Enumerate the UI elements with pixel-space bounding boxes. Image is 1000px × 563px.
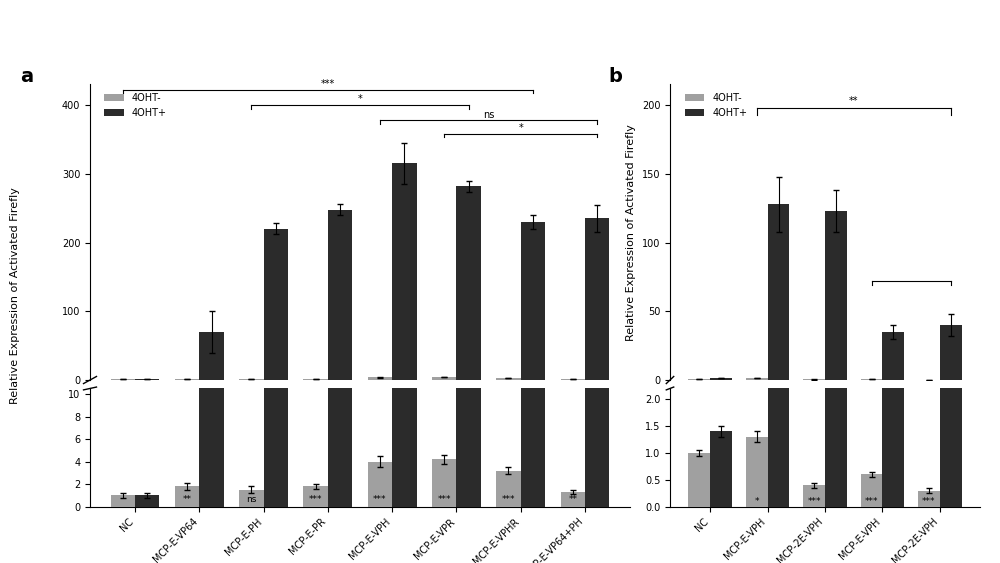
Bar [328, 0, 352, 507]
Text: ***: *** [321, 79, 335, 90]
Bar [918, 490, 940, 507]
Bar [825, 211, 847, 380]
Bar [746, 437, 768, 507]
Bar [496, 471, 521, 507]
Bar [496, 378, 521, 380]
Text: ***: *** [309, 495, 322, 504]
Text: ***: *** [865, 497, 878, 506]
Bar [688, 453, 710, 507]
Bar [303, 379, 328, 380]
Bar [561, 379, 585, 380]
Bar [768, 0, 789, 507]
Text: **: ** [568, 495, 577, 504]
Legend: 4OHT-, 4OHT+: 4OHT-, 4OHT+ [681, 90, 751, 122]
Text: ***: *** [437, 495, 451, 504]
Text: ***: *** [502, 495, 515, 504]
Bar [175, 379, 199, 380]
Bar [710, 431, 732, 507]
Bar [111, 379, 135, 380]
Text: *: * [518, 123, 523, 133]
Bar [303, 486, 328, 507]
Text: *: * [754, 497, 759, 506]
Bar [585, 0, 609, 507]
Bar [825, 0, 847, 507]
Bar [368, 377, 392, 380]
Bar [861, 475, 882, 507]
Bar [264, 229, 288, 380]
Text: a: a [20, 66, 33, 86]
Text: *: * [358, 95, 362, 104]
Bar [432, 459, 456, 507]
Text: ns: ns [246, 495, 257, 504]
Bar [456, 186, 481, 380]
Legend: 4OHT-, 4OHT+: 4OHT-, 4OHT+ [100, 90, 170, 122]
Bar [456, 0, 481, 507]
Bar [432, 377, 456, 380]
Bar [328, 209, 352, 380]
Bar [803, 485, 825, 507]
Bar [882, 0, 904, 507]
Bar [521, 222, 545, 380]
Text: ***: *** [807, 497, 821, 506]
Text: **: ** [849, 96, 858, 106]
Text: ***: *** [922, 497, 936, 506]
Text: ***: *** [373, 495, 387, 504]
Text: b: b [608, 66, 622, 86]
Bar [521, 0, 545, 507]
Bar [135, 495, 159, 507]
Bar [392, 0, 417, 507]
Bar [392, 163, 417, 380]
Bar [940, 0, 962, 507]
Bar [768, 204, 789, 380]
Bar [239, 490, 264, 507]
Bar [368, 462, 392, 507]
Bar [861, 379, 882, 380]
Bar [585, 218, 609, 380]
Bar [710, 378, 732, 380]
Bar [111, 495, 135, 507]
Bar [264, 0, 288, 507]
Text: Relative Expression of Activated Firefly: Relative Expression of Activated Firefly [10, 187, 20, 404]
Bar [239, 379, 264, 380]
Bar [199, 332, 224, 380]
Bar [561, 492, 585, 507]
Bar [199, 0, 224, 507]
Bar [746, 378, 768, 380]
Bar [688, 379, 710, 380]
Bar [175, 486, 199, 507]
Text: ns: ns [483, 110, 494, 119]
Bar [135, 379, 159, 380]
Text: **: ** [183, 495, 192, 504]
Bar [882, 332, 904, 380]
Y-axis label: Relative Expression of Activated Firefly: Relative Expression of Activated Firefly [626, 124, 636, 341]
Bar [940, 325, 962, 380]
